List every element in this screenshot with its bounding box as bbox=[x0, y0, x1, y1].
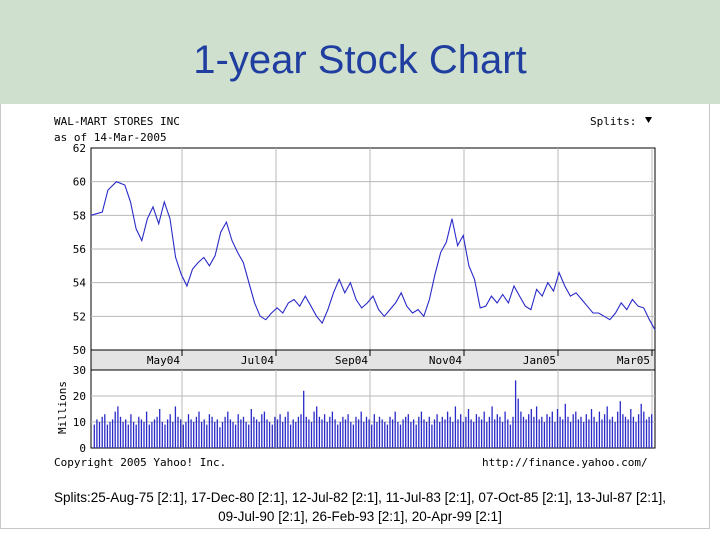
price-grid bbox=[91, 148, 655, 350]
splits-label: Splits: bbox=[590, 115, 636, 128]
x-tick-labels: May04 Jul04 Sep04 Nov04 Jan05 Mar05 bbox=[147, 354, 650, 367]
volume-y-tick-label: 30 bbox=[73, 364, 86, 377]
volume-plot-area bbox=[90, 369, 656, 449]
volume-panel: 30 20 10 0 Millions bbox=[56, 364, 656, 455]
splits-history-note: Splits:25-Aug-75 [2:1], 17-Dec-80 [2:1],… bbox=[0, 488, 720, 526]
volume-y-tick-label: 20 bbox=[73, 390, 86, 403]
stock-chart: WAL-MART STORES INC as of 14-Mar-2005 Sp… bbox=[54, 115, 656, 469]
splits-dropdown-icon[interactable] bbox=[645, 117, 652, 123]
price-y-tick-label: 56 bbox=[73, 243, 86, 256]
price-y-tick-label: 58 bbox=[73, 209, 86, 222]
price-y-tick-label: 52 bbox=[73, 310, 86, 323]
splits-history-line-2: 09-Jul-90 [2:1], 26-Feb-93 [2:1], 20-Apr… bbox=[218, 509, 502, 524]
x-axis-band: May04 Jul04 Sep04 Nov04 Jan05 Mar05 bbox=[90, 349, 656, 371]
price-y-tick-label: 60 bbox=[73, 176, 86, 189]
x-tick-label: Jan05 bbox=[523, 354, 556, 367]
price-line bbox=[90, 181, 656, 331]
chart-frame bbox=[0, 104, 710, 529]
volume-y-tick-labels: 30 20 10 0 bbox=[73, 364, 86, 455]
volume-y-tick-label: 0 bbox=[79, 442, 86, 455]
x-tick-label: Jul04 bbox=[241, 354, 274, 367]
splits-history-line-1: Splits:25-Aug-75 [2:1], 17-Dec-80 [2:1],… bbox=[53, 490, 667, 505]
x-tick-label: Sep04 bbox=[335, 354, 368, 367]
x-tick-label: Nov04 bbox=[429, 354, 462, 367]
volume-bars bbox=[93, 380, 653, 448]
price-y-tick-label: 54 bbox=[73, 277, 87, 290]
source-url[interactable]: http://finance.yahoo.com/ bbox=[482, 456, 648, 469]
company-name: WAL-MART STORES INC bbox=[54, 115, 180, 128]
as-of-date: as of 14-Mar-2005 bbox=[54, 131, 167, 144]
volume-y-tick-label: 10 bbox=[73, 416, 86, 429]
copyright-text: Copyright 2005 Yahoo! Inc. bbox=[54, 456, 226, 469]
price-y-tick-label: 50 bbox=[73, 344, 86, 357]
price-panel: 62 60 58 56 54 52 50 bbox=[73, 142, 656, 357]
slide-header bbox=[0, 0, 720, 104]
slide-title: 1-year Stock Chart bbox=[193, 38, 527, 82]
x-tick-label: Mar05 bbox=[617, 354, 650, 367]
price-y-tick-labels: 62 60 58 56 54 52 50 bbox=[73, 142, 87, 357]
volume-axis-label: Millions bbox=[56, 381, 69, 434]
x-tick-label: May04 bbox=[147, 354, 180, 367]
price-y-tick-label: 62 bbox=[73, 142, 86, 155]
